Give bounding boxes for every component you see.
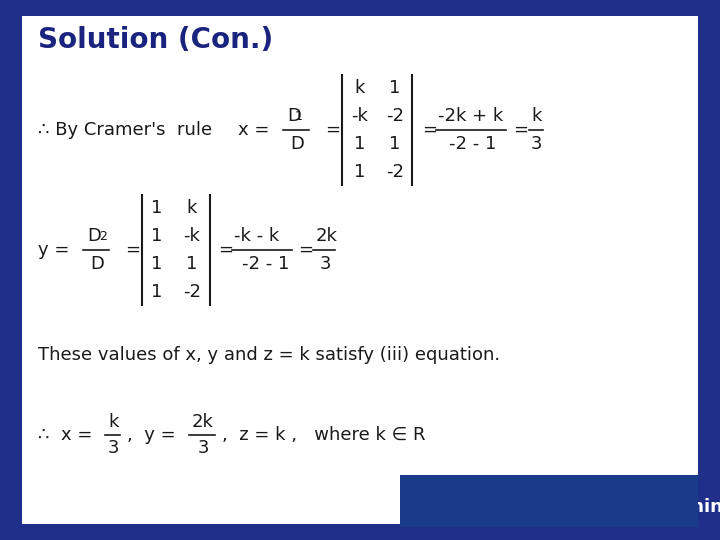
- Text: D: D: [287, 107, 301, 125]
- Text: Matrices & Determinants: Matrices & Determinants: [513, 498, 720, 516]
- Text: k: k: [186, 199, 197, 217]
- Text: 1: 1: [354, 135, 366, 153]
- Text: 3: 3: [320, 255, 331, 273]
- Text: 3: 3: [108, 439, 120, 457]
- Text: These values of x, y and z = k satisfy (iii) equation.: These values of x, y and z = k satisfy (…: [38, 346, 500, 364]
- Text: -2: -2: [386, 107, 404, 125]
- Text: =: =: [513, 121, 528, 139]
- Text: 1: 1: [390, 79, 401, 97]
- Text: 1: 1: [151, 283, 163, 301]
- Text: -k - k: -k - k: [234, 227, 279, 245]
- Text: =: =: [325, 121, 340, 139]
- Text: k: k: [355, 79, 365, 97]
- Text: 1: 1: [295, 110, 303, 123]
- Text: Solution (Con.): Solution (Con.): [38, 26, 274, 54]
- Text: 3: 3: [531, 135, 542, 153]
- Text: =: =: [422, 121, 437, 139]
- Text: D: D: [87, 227, 101, 245]
- Text: -2 - 1: -2 - 1: [242, 255, 289, 273]
- Text: ∴  x =: ∴ x =: [38, 426, 92, 444]
- Text: 1: 1: [151, 199, 163, 217]
- Text: ,  y =: , y =: [127, 426, 176, 444]
- Text: k: k: [531, 107, 541, 125]
- Text: =: =: [218, 241, 233, 259]
- Text: -2k + k: -2k + k: [438, 107, 503, 125]
- Text: -2 - 1: -2 - 1: [449, 135, 496, 153]
- Text: x =: x =: [238, 121, 269, 139]
- Text: 1: 1: [151, 227, 163, 245]
- Text: 1: 1: [151, 255, 163, 273]
- Text: 2k: 2k: [316, 227, 338, 245]
- Text: 2k: 2k: [192, 413, 214, 431]
- Text: -k: -k: [184, 227, 200, 245]
- Text: 1: 1: [390, 135, 401, 153]
- Text: 3: 3: [198, 439, 210, 457]
- Text: D: D: [290, 135, 304, 153]
- Text: y =: y =: [38, 241, 69, 259]
- Text: 2: 2: [99, 230, 107, 242]
- Text: -2: -2: [386, 163, 404, 181]
- Text: -k: -k: [351, 107, 369, 125]
- Text: ∴ By Cramer's  rule: ∴ By Cramer's rule: [38, 121, 212, 139]
- Text: =: =: [125, 241, 140, 259]
- Text: k: k: [108, 413, 118, 431]
- Text: 1: 1: [186, 255, 198, 273]
- Text: D: D: [90, 255, 104, 273]
- Text: 1: 1: [354, 163, 366, 181]
- Text: =: =: [298, 241, 313, 259]
- Text: ,  z = k ,   where k ∈ R: , z = k , where k ∈ R: [222, 426, 426, 444]
- Text: -2: -2: [183, 283, 201, 301]
